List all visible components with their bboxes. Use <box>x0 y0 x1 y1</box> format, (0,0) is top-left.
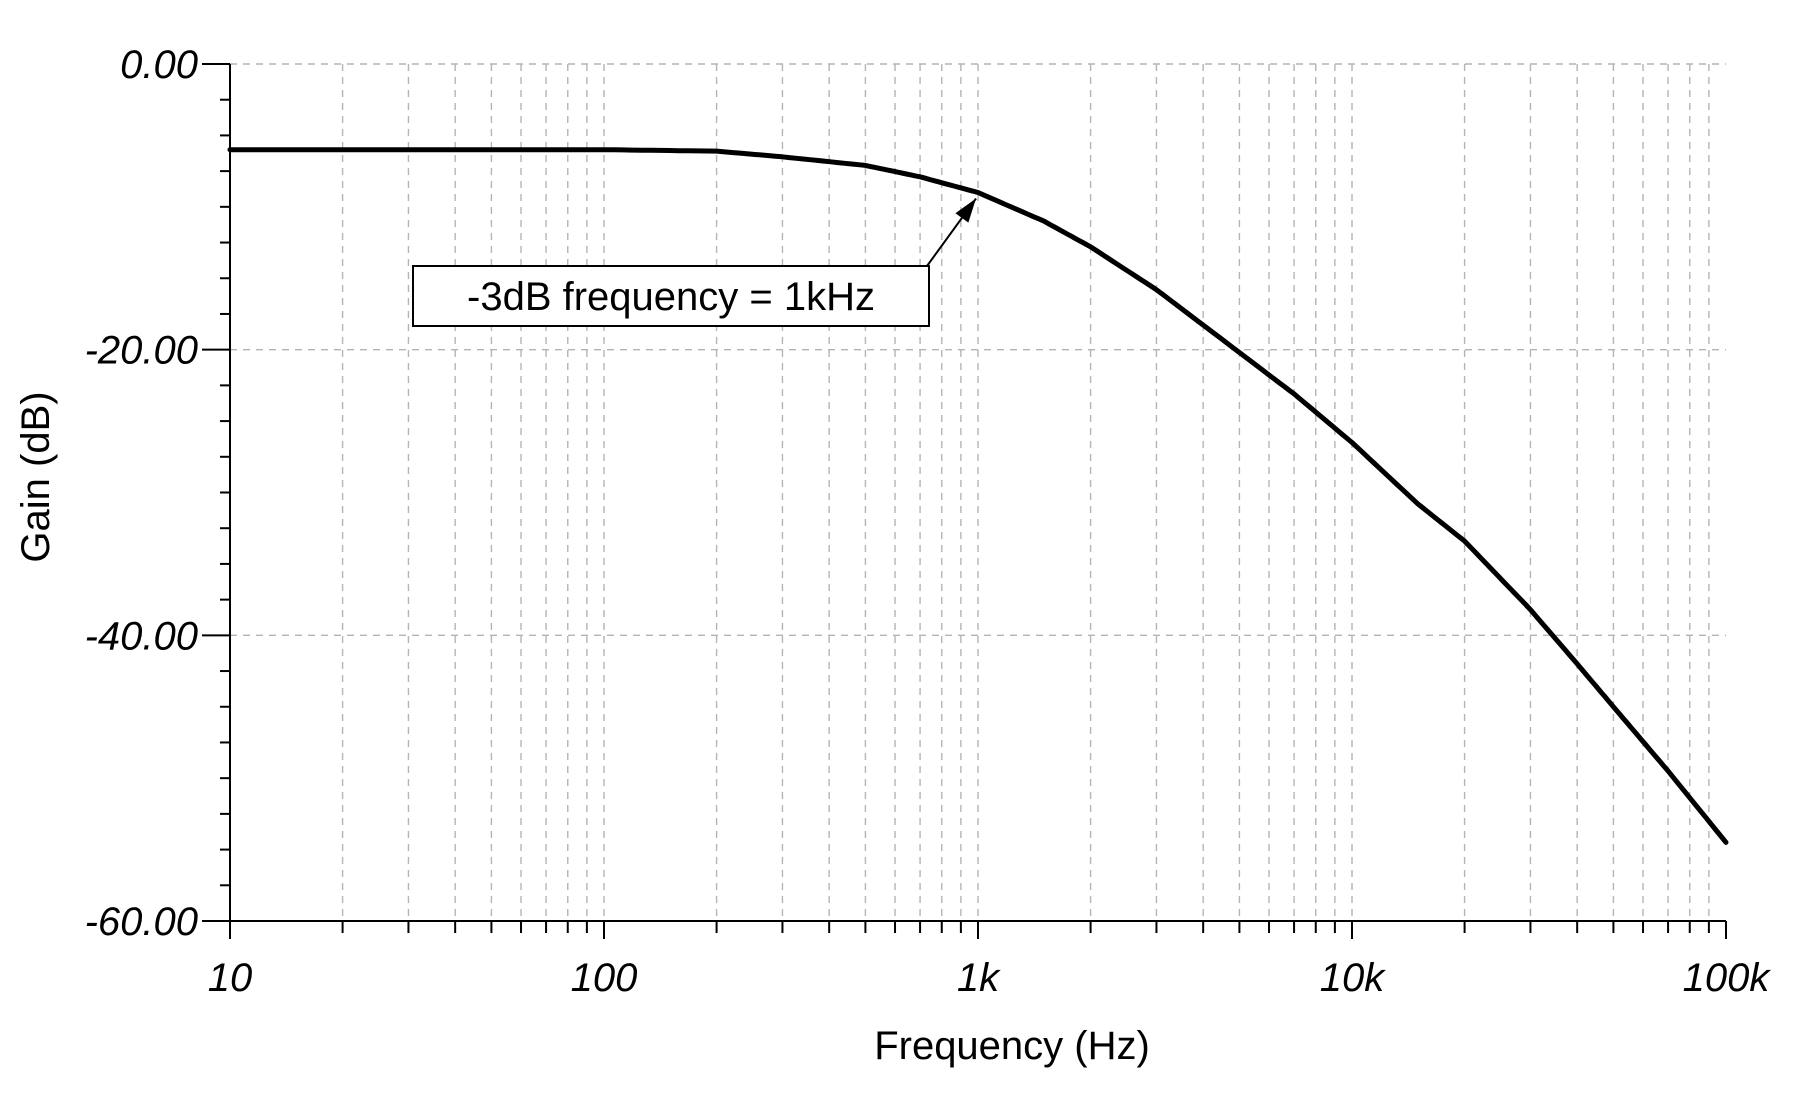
series-line <box>227 147 1729 845</box>
y-tick-label: -60.00 <box>85 900 198 944</box>
y-tick-label: -20.00 <box>85 329 198 373</box>
x-tick-label: 100 <box>571 956 638 1000</box>
x-tick-label: 1k <box>957 956 1001 1000</box>
annotation-box <box>412 265 930 327</box>
x-axis-title: Frequency (Hz) <box>874 1024 1150 1068</box>
tick-labels: 10 100 1k 10k 100k 0.00 -20.00 -40.00 -60.00 <box>85 43 1772 1000</box>
annotation-text: -3dB frequency = 1kHz <box>467 275 875 319</box>
series <box>227 147 1729 845</box>
annotations: -3dB frequency = 1kHz <box>412 197 977 327</box>
grid <box>230 63 1726 921</box>
y-axis-title: Gain (dB) <box>14 391 58 562</box>
x-tick-label: 10 <box>208 956 253 1000</box>
x-tick-label: 10k <box>1320 956 1386 1000</box>
y-tick-label: -40.00 <box>85 614 198 658</box>
y-tick-label: 0.00 <box>120 43 198 87</box>
x-tick-label: 100k <box>1683 956 1772 1000</box>
annotation-arrow-head <box>955 198 976 223</box>
axes <box>202 63 1727 939</box>
